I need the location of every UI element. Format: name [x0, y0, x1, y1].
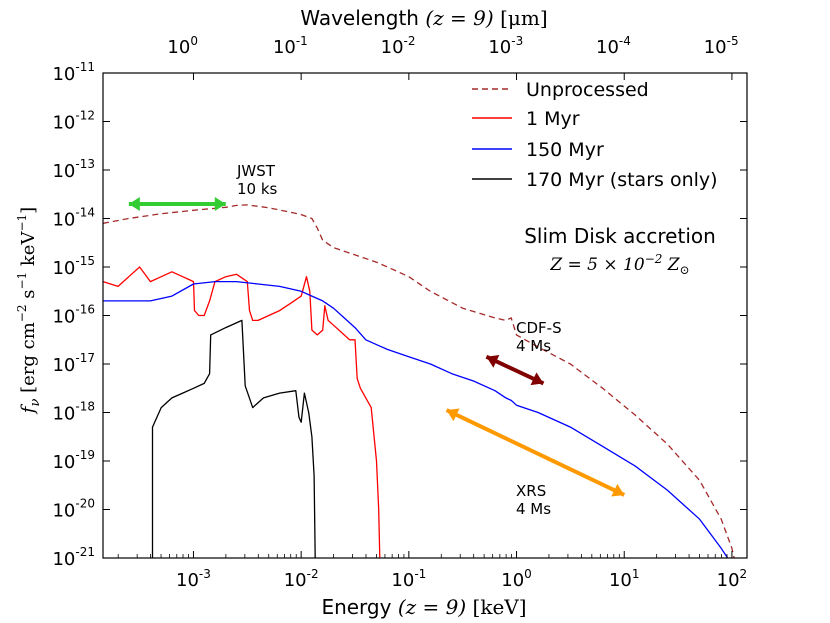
top-axis-label: Wavelength (z = 9) [μm]	[300, 6, 547, 30]
series-line-0	[102, 204, 735, 559]
series-line-2	[103, 280, 729, 559]
legend: Unprocessed 1 Myr 150 Myr 170 Myr (stars…	[472, 79, 718, 191]
xrs-time-label: 4 Ms	[516, 500, 551, 518]
metallicity-label: Z = 5 × 10−2 Z⊙	[549, 252, 689, 277]
series-layer	[102, 204, 735, 559]
cdfs-time-label: 4 Ms	[516, 337, 551, 355]
cdfs-arrow-head-end	[530, 372, 544, 386]
y-axis-label: fν [erg cm−2 s−1 keV−1]	[15, 207, 44, 415]
cdfs-arrow-head-start	[486, 355, 500, 368]
top-tick-label: 10-5	[704, 34, 739, 58]
legend-label-unprocessed: Unprocessed	[526, 79, 649, 101]
x-tick-label: 100	[501, 567, 532, 591]
y-tick-label: 10-20	[52, 497, 95, 522]
series-line-1	[102, 266, 381, 559]
x-tick-label: 10-3	[176, 567, 211, 591]
jwst-label: JWST	[236, 162, 276, 180]
series-line-3	[151, 319, 316, 559]
top-tick-label: 10-2	[381, 34, 416, 58]
x-tick-label: 101	[609, 567, 640, 591]
annotation-arrows	[128, 196, 626, 497]
xrs-arrow-head-end	[611, 483, 625, 497]
y-tick-label: 10-16	[52, 303, 95, 328]
legend-label-1myr: 1 Myr	[526, 108, 580, 130]
y-tick-label: 10-21	[52, 545, 95, 570]
x-tick-label: 10-2	[284, 567, 319, 591]
y-tick-label: 10-19	[52, 448, 95, 473]
cdfs-label: CDF-S	[516, 319, 562, 337]
xrs-label: XRS	[516, 482, 546, 500]
y-tick-label: 10-15	[52, 254, 95, 279]
x-tick-label: 102	[717, 567, 748, 591]
xrs-arrow-head-start	[446, 408, 460, 422]
top-tick-label: 10-1	[273, 34, 308, 58]
jwst-arrow-head-end	[214, 196, 226, 211]
slim-disk-label: Slim Disk accretion	[524, 224, 716, 248]
y-tick-label: 10-13	[52, 157, 95, 182]
plot-frame	[102, 72, 748, 559]
top-tick-label: 10-3	[488, 34, 523, 58]
top-tick-label: 100	[167, 34, 198, 58]
y-tick-label: 10-11	[52, 60, 95, 85]
xrs-arrow-shaft	[445, 408, 626, 497]
y-tick-label: 10-17	[52, 351, 95, 376]
y-tick-label: 10-14	[52, 206, 95, 231]
axis-ticks: 10-3 10-2 10-1 100 101 102 100 10-1 10-2 10-3 10-4…	[52, 34, 747, 591]
legend-label-170myr: 170 Myr (stars only)	[526, 169, 718, 191]
x-tick-label: 10-1	[391, 567, 426, 591]
top-tick-label: 10-4	[596, 34, 631, 58]
legend-label-150myr: 150 Myr	[526, 139, 604, 161]
x-axis-label: Energy (z = 9) [keV]	[321, 595, 526, 619]
jwst-arrow-head-start	[128, 196, 140, 211]
jwst-time-label: 10 ks	[237, 180, 278, 198]
y-tick-label: 10-12	[52, 109, 95, 134]
y-tick-label: 10-18	[52, 400, 95, 425]
